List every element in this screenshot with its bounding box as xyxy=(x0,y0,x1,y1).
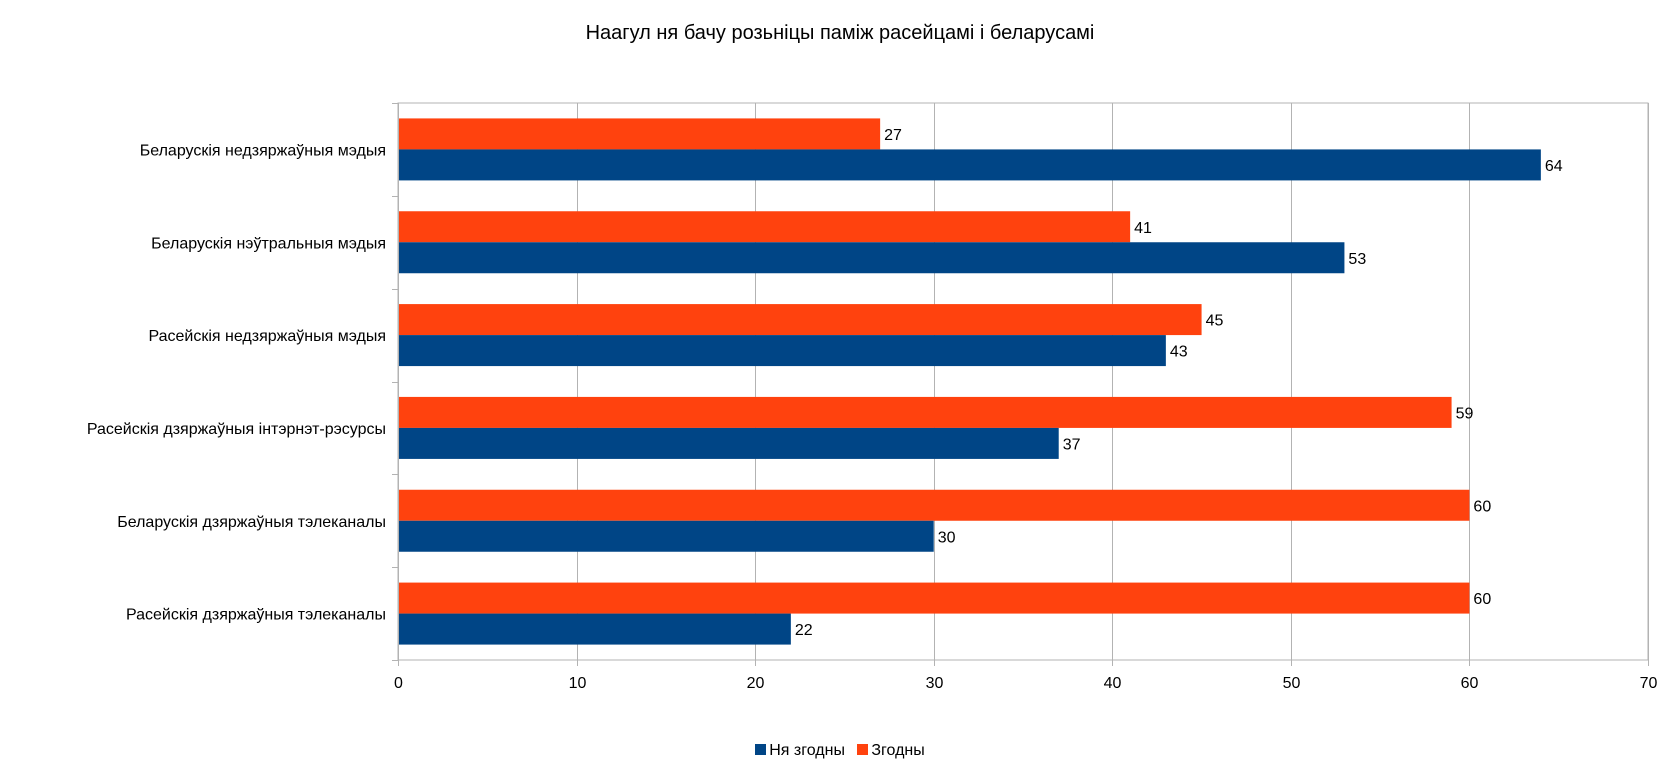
chart-title: Наагул ня бачу розьніцы паміж расейцамі … xyxy=(585,22,1095,44)
value-label-disagree: 53 xyxy=(1348,251,1366,268)
x-tick-label: 50 xyxy=(1283,675,1301,692)
value-label-agree: 60 xyxy=(1473,498,1491,515)
bar-agree xyxy=(398,118,881,150)
x-tick-label: 10 xyxy=(569,675,587,692)
legend-swatch-agree xyxy=(857,744,869,755)
x-tick-label: 0 xyxy=(394,675,403,692)
category-label: Беларускія недзяржаўныя мэдыя xyxy=(140,142,386,159)
category-label: Расейскія дзяржаўныя тэлеканалы xyxy=(126,607,386,624)
legend-swatch-disagree xyxy=(755,744,767,755)
value-label-disagree: 43 xyxy=(1170,344,1188,361)
category-label: Расейскія недзяржаўныя мэдыя xyxy=(148,328,386,345)
legend-item-disagree: Ня згодны xyxy=(755,741,845,761)
value-label-disagree: 22 xyxy=(795,622,813,639)
x-tick-label: 40 xyxy=(1104,675,1122,692)
x-tick-label: 30 xyxy=(926,675,944,692)
bar-disagree xyxy=(398,335,1166,367)
bar-agree xyxy=(398,304,1202,336)
bar-disagree xyxy=(398,613,791,645)
x-tick-label: 60 xyxy=(1461,675,1479,692)
legend: Ня згодны Згодны xyxy=(0,741,1680,761)
value-label-disagree: 30 xyxy=(938,529,956,546)
x-tick-label: 70 xyxy=(1640,675,1658,692)
value-label-agree: 60 xyxy=(1473,591,1491,608)
x-tick-label: 20 xyxy=(747,675,765,692)
bar-disagree xyxy=(398,520,934,552)
value-label-disagree: 37 xyxy=(1063,436,1081,453)
legend-label-disagree: Ня згодны xyxy=(769,742,845,759)
bar-agree xyxy=(398,396,1452,428)
value-label-agree: 59 xyxy=(1456,405,1474,422)
legend-label-agree: Згодны xyxy=(871,742,925,759)
bar-disagree xyxy=(398,149,1541,181)
value-label-disagree: 64 xyxy=(1545,158,1563,175)
legend-item-agree: Згодны xyxy=(857,741,925,761)
category-label: Беларускія дзяржаўныя тэлеканалы xyxy=(117,514,386,531)
category-label: Расейскія дзяржаўныя інтэрнэт-рэсурсы xyxy=(87,421,386,438)
bar-agree xyxy=(398,582,1470,614)
bar-disagree xyxy=(398,242,1345,274)
value-label-agree: 41 xyxy=(1134,220,1152,237)
value-label-agree: 45 xyxy=(1206,313,1224,330)
category-label: Беларускія нэўтральныя мэдыя xyxy=(151,235,386,252)
bar-disagree xyxy=(398,427,1059,459)
bar-agree xyxy=(398,211,1131,243)
bar-agree xyxy=(398,489,1470,521)
plot-area xyxy=(397,102,1649,661)
value-label-agree: 27 xyxy=(884,127,902,144)
